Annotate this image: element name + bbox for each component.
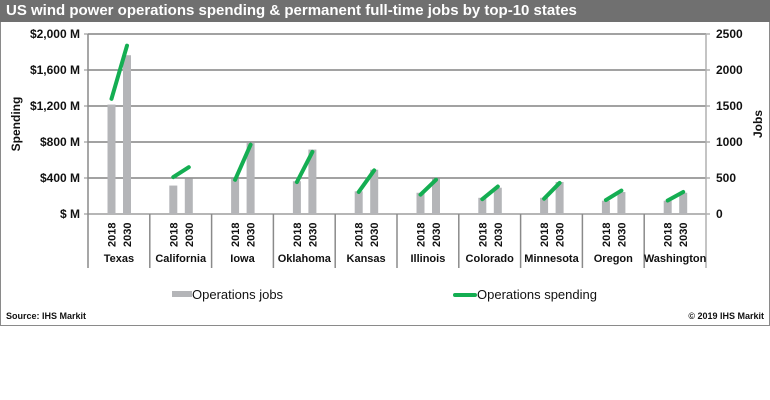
spending-line-kansas bbox=[356, 168, 377, 194]
jobs-bar-oklahoma-2030 bbox=[308, 149, 317, 214]
jobs-bar-kansas-2030 bbox=[370, 169, 379, 214]
category-label: Washington bbox=[644, 253, 707, 265]
right-tick-label: 1000 bbox=[716, 135, 743, 149]
category-label: California bbox=[155, 253, 207, 265]
jobs-bar-illinois-2030 bbox=[432, 178, 440, 214]
jobs-bar-california-2018 bbox=[169, 185, 178, 214]
jobs-bar-colorado-2018 bbox=[478, 197, 487, 214]
category-label: Oregon bbox=[594, 253, 633, 265]
category-label: Colorado bbox=[466, 253, 515, 265]
spending-line-oklahoma bbox=[294, 149, 315, 185]
chart-svg: $ M $400 M $800 M $1,200 M $1,600 M $2,000 M 0… bbox=[9, 27, 765, 302]
year-label: 2030 bbox=[184, 223, 196, 247]
year-label: 2030 bbox=[122, 223, 134, 247]
left-tick-label: $400 M bbox=[40, 171, 80, 185]
jobs-bar-texas-2030 bbox=[123, 55, 131, 214]
year-label: 2018 bbox=[168, 223, 180, 247]
jobs-bar-illinois-2018 bbox=[416, 192, 425, 214]
year-label: 2018 bbox=[539, 223, 551, 247]
left-tick-label: $ M bbox=[60, 207, 80, 221]
left-tick-label: $2,000 M bbox=[30, 27, 80, 41]
left-tick-label: $1,200 M bbox=[30, 99, 80, 113]
year-label: 2018 bbox=[292, 223, 304, 247]
jobs-bar-oregon-2030 bbox=[617, 192, 626, 214]
jobs-bar-texas-2018 bbox=[107, 104, 116, 214]
spending-line-texas bbox=[109, 43, 129, 101]
left-tick-label: $1,600 M bbox=[30, 63, 80, 77]
source-note: Source: IHS Markit bbox=[6, 311, 87, 321]
year-label: 2030 bbox=[493, 223, 505, 247]
jobs-bar-minnesota-2018 bbox=[540, 197, 549, 214]
year-label: 2018 bbox=[107, 223, 119, 247]
year-label: 2030 bbox=[246, 223, 258, 247]
right-axis-label: Jobs bbox=[751, 110, 765, 138]
right-tick-label: 2500 bbox=[716, 27, 743, 41]
right-tick-label: 1500 bbox=[716, 99, 743, 113]
jobs-bar-oregon-2018 bbox=[601, 200, 610, 214]
chart-title: US wind power operations spending & perm… bbox=[0, 0, 770, 22]
spending-line-illinois bbox=[418, 177, 438, 197]
jobs-bar-iowa-2030 bbox=[246, 143, 255, 214]
jobs-bar-minnesota-2030 bbox=[555, 181, 564, 214]
legend-jobs-swatch bbox=[172, 291, 192, 297]
jobs-bar-california-2030 bbox=[184, 178, 193, 214]
jobs-bar-oklahoma-2018 bbox=[292, 181, 301, 214]
left-tick-label: $800 M bbox=[40, 135, 80, 149]
spending-line-california bbox=[171, 165, 191, 180]
copyright-note: © 2019 IHS Markit bbox=[688, 311, 764, 321]
spending-line-oregon bbox=[603, 188, 624, 203]
year-label: 2030 bbox=[431, 223, 443, 247]
right-tick-label: 0 bbox=[716, 207, 723, 221]
jobs-bar-washington-2030 bbox=[679, 192, 688, 214]
spending-line-minnesota bbox=[542, 180, 562, 201]
year-label: 2018 bbox=[477, 223, 489, 247]
left-axis-label: Spending bbox=[9, 97, 23, 152]
category-label: Oklahoma bbox=[278, 253, 332, 265]
jobs-bar-kansas-2018 bbox=[354, 191, 363, 214]
year-label: 2030 bbox=[555, 223, 567, 247]
year-label: 2030 bbox=[369, 223, 381, 247]
jobs-bar-iowa-2018 bbox=[231, 178, 240, 214]
year-label: 2018 bbox=[663, 223, 675, 247]
year-label: 2018 bbox=[230, 223, 242, 247]
legend-spending-label: Operations spending bbox=[477, 287, 597, 302]
category-label: Texas bbox=[104, 253, 134, 265]
category-label: Illinois bbox=[410, 253, 445, 265]
year-label: 2030 bbox=[307, 223, 319, 247]
spending-line-washington bbox=[665, 189, 686, 203]
jobs-bar-colorado-2030 bbox=[493, 187, 502, 214]
year-label: 2030 bbox=[678, 223, 690, 247]
year-label: 2018 bbox=[354, 223, 366, 247]
category-label: Kansas bbox=[347, 253, 386, 265]
category-label: Iowa bbox=[230, 253, 255, 265]
legend-jobs-label: Operations jobs bbox=[192, 287, 284, 302]
right-tick-label: 500 bbox=[716, 171, 736, 185]
right-tick-label: 2000 bbox=[716, 63, 743, 77]
spending-line-colorado bbox=[480, 184, 500, 202]
year-label: 2030 bbox=[616, 223, 628, 247]
jobs-bar-washington-2018 bbox=[663, 200, 672, 214]
year-label: 2018 bbox=[601, 223, 613, 247]
category-label: Minnesota bbox=[524, 253, 579, 265]
spending-line-iowa bbox=[233, 142, 253, 182]
year-label: 2018 bbox=[416, 223, 428, 247]
